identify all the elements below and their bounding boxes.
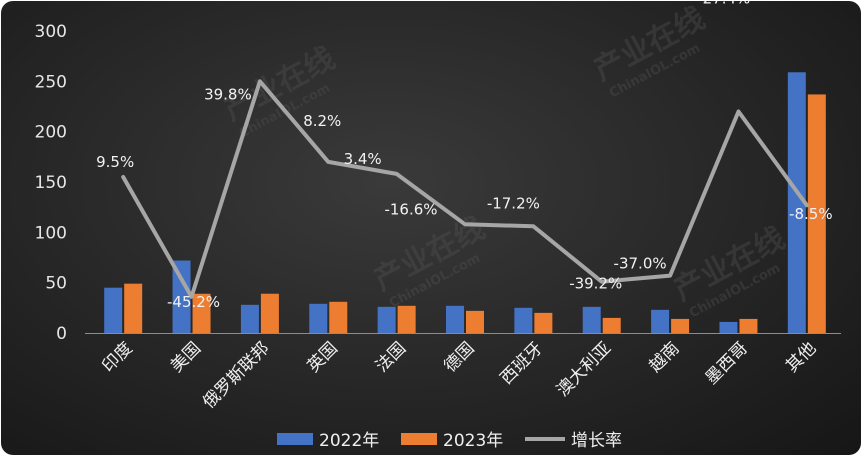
y-tick-label: 100 [35, 223, 67, 243]
y-tick-label: 200 [35, 123, 67, 143]
y-axis: 0 50 100 150 200 250 300 [35, 22, 67, 344]
legend-swatch [401, 433, 437, 445]
bar-2023 [124, 283, 143, 333]
y-tick-label: 150 [35, 173, 67, 193]
growth-rate-label: 27.4% [703, 1, 751, 8]
bar-2022 [446, 305, 464, 333]
bars [104, 72, 826, 334]
growth-rate-label: 8.2% [303, 112, 341, 130]
growth-rate-label: -39.2% [569, 275, 622, 293]
category-label: 印度 [99, 338, 137, 376]
bar-2022 [582, 306, 601, 333]
legend-label: 增长率 [571, 431, 622, 451]
legend-item: 2023年 [401, 431, 503, 451]
legend-swatch [277, 433, 313, 445]
category-label: 英国 [304, 338, 342, 376]
bar-2023 [807, 94, 826, 333]
bar-2022 [787, 72, 806, 334]
category-label: 西班牙 [497, 338, 547, 388]
legend-label: 2023年 [443, 431, 503, 451]
bar-2023 [602, 317, 621, 333]
bar-2023 [739, 318, 758, 333]
category-label: 澳大利亚 [553, 338, 615, 400]
bar-2023 [260, 293, 279, 333]
bar-2022 [719, 321, 738, 333]
bar-2022 [309, 303, 328, 333]
growth-rate-label: 3.4% [344, 150, 382, 168]
category-label: 法国 [372, 338, 410, 376]
bar-2023 [534, 312, 553, 333]
growth-rate-label: -16.6% [384, 200, 437, 218]
y-tick-label: 250 [35, 72, 67, 92]
bar-2022 [651, 309, 670, 333]
bar-2023 [671, 318, 690, 333]
bar-2022 [104, 287, 123, 333]
legend: 2022年 2023年 增长率 [277, 431, 622, 451]
category-label: 德国 [440, 338, 478, 376]
legend-item: 增长率 [525, 431, 622, 451]
growth-rate-label: 9.5% [96, 153, 134, 171]
growth-rate-label: -37.0% [614, 255, 667, 273]
bar-2022 [377, 306, 396, 333]
bar-2023 [329, 301, 348, 333]
category-label: 俄罗斯联邦 [199, 338, 273, 412]
growth-line [121, 79, 809, 299]
growth-labels: 9.5% -45.2% 39.8% 8.2% 3.4% -16.6% -17.2% -39.2… [96, 1, 832, 311]
bar-2023 [466, 310, 484, 333]
growth-rate-label: -45.2% [167, 293, 220, 311]
growth-rate-label: 39.8% [204, 85, 252, 103]
category-label: 越南 [645, 338, 683, 376]
bar-2022 [172, 260, 191, 333]
legend-label: 2022年 [319, 431, 379, 451]
y-tick-label: 300 [35, 22, 67, 42]
category-label: 其他 [782, 338, 820, 376]
category-label: 美国 [167, 338, 205, 376]
category-label: 墨西哥 [702, 338, 752, 388]
growth-rate-line [121, 79, 809, 299]
y-tick-label: 0 [56, 324, 67, 344]
growth-rate-label: -8.5% [789, 205, 833, 223]
bar-2022 [514, 307, 533, 333]
legend-item: 2022年 [277, 431, 379, 451]
bar-2023 [192, 293, 211, 333]
growth-rate-label: -17.2% [487, 194, 540, 212]
y-tick-label: 50 [45, 274, 67, 294]
bar-2023 [397, 305, 416, 333]
bar-2022 [240, 304, 259, 333]
